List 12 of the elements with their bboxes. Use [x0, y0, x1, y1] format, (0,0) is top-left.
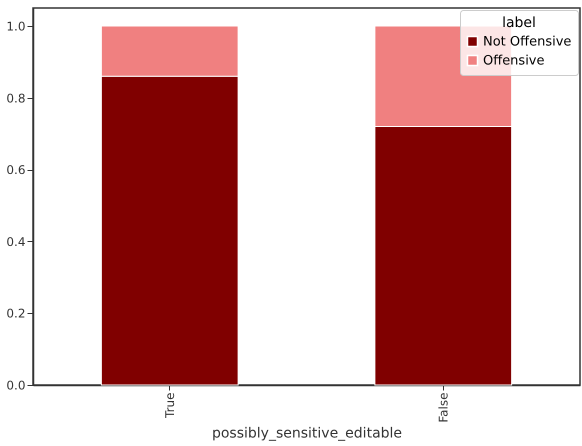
y-tick-label: 0.2	[6, 306, 26, 321]
x-tick-label: True	[162, 392, 177, 419]
legend-title: label	[502, 15, 536, 31]
y-tick-label: 0.6	[6, 163, 26, 178]
y-tick-label: 0.0	[6, 378, 26, 392]
legend-label: Not Offensive	[483, 34, 572, 50]
y-tick-label: 0.4	[6, 234, 26, 249]
legend-label: Offensive	[483, 54, 545, 68]
y-tick-label: 0.8	[6, 91, 26, 106]
y-tick-label: 1.0	[6, 19, 26, 34]
x-axis-title: possibly_sensitive_editable	[212, 426, 402, 442]
x-tick-label: False	[436, 392, 450, 423]
